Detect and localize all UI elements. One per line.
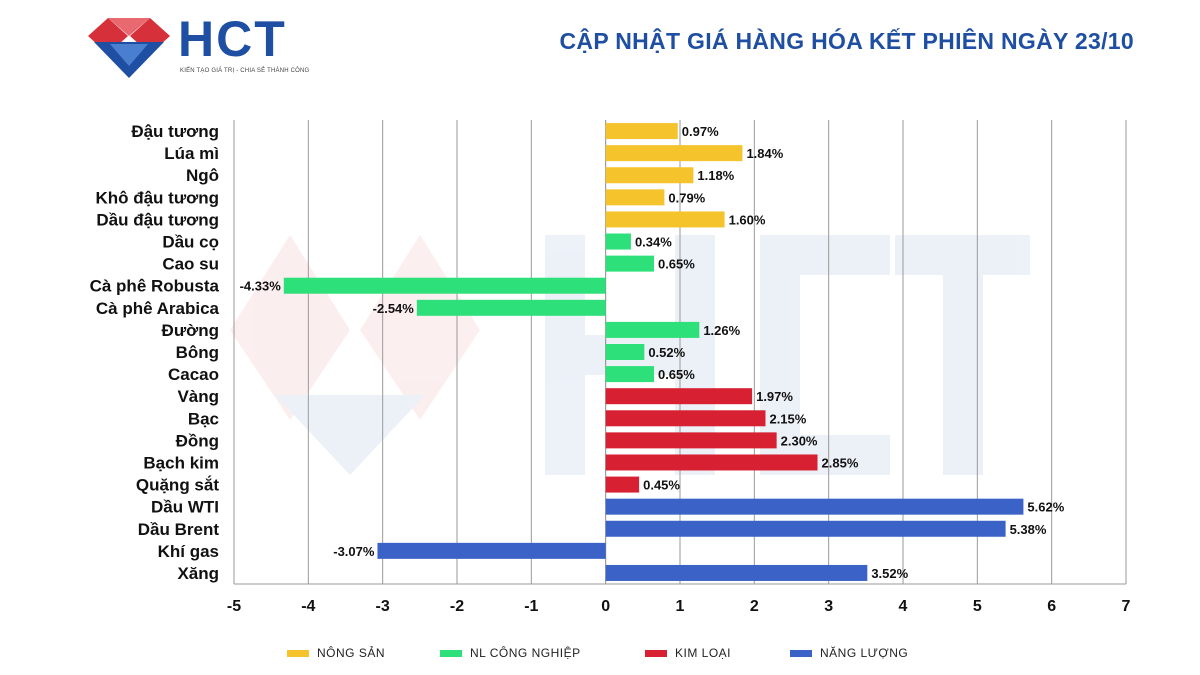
x-tick-label: 0	[601, 598, 610, 615]
bar	[605, 432, 777, 449]
category-label: Quặng sắt	[136, 476, 219, 495]
category-label: Bạc	[188, 409, 219, 428]
category-labels: Đậu tương Lúa mì Ngô Khô đậu tương Dầu đậu t…	[90, 122, 220, 583]
category-label: Xăng	[177, 564, 219, 583]
bar	[605, 255, 654, 272]
category-label: Dầu Brent	[138, 520, 220, 539]
value-label: 5.38%	[1010, 522, 1047, 537]
logo-diamond-icon	[88, 18, 170, 78]
x-tick-label: 3	[824, 598, 833, 615]
bar	[605, 189, 665, 206]
category-label: Dầu đậu tương	[96, 210, 219, 229]
bars	[283, 123, 1024, 581]
value-label: 1.60%	[729, 212, 766, 227]
legend-swatch	[645, 649, 667, 657]
category-label: Bạch kim	[143, 453, 219, 472]
category-label: Lúa mì	[164, 144, 219, 163]
bar	[605, 344, 645, 360]
bar	[377, 542, 606, 559]
x-tick-label: -1	[524, 598, 538, 615]
value-label: 1.97%	[756, 389, 793, 404]
bar	[605, 145, 743, 162]
value-label: 0.65%	[658, 257, 695, 272]
bar	[605, 520, 1006, 537]
x-tick-label: -5	[227, 598, 241, 615]
category-label: Cà phê Arabica	[96, 299, 220, 318]
x-tick-label: 6	[1047, 598, 1056, 615]
legend-item: NÔNG SẢN	[287, 646, 385, 660]
category-label: Cà phê Robusta	[90, 277, 220, 296]
x-axis-ticks: -5 -4 -3 -2 -1 0 1 2 3 4 5 6 7	[227, 598, 1131, 615]
x-tick-label: 7	[1122, 598, 1131, 615]
category-label: Ngô	[186, 166, 219, 185]
category-label: Cacao	[168, 365, 219, 384]
commodity-bar-chart: Đậu tương Lúa mì Ngô Khô đậu tương Dầu đậu t…	[90, 120, 1131, 615]
value-label: 1.84%	[746, 146, 783, 161]
legend-swatch	[440, 649, 462, 657]
category-label: Dầu cọ	[162, 233, 219, 252]
bar	[605, 498, 1024, 515]
bar	[605, 321, 700, 338]
value-label: -3.07%	[333, 544, 375, 559]
category-label: Đường	[162, 321, 219, 340]
value-label: 0.52%	[648, 345, 685, 360]
legend-item: KIM LOẠI	[645, 646, 731, 660]
value-label: 0.97%	[682, 124, 719, 139]
x-tick-label: -4	[301, 598, 315, 615]
legend-label: KIM LOẠI	[675, 646, 732, 660]
value-label: 0.79%	[668, 190, 705, 205]
legend-swatch	[790, 649, 812, 657]
legend-item: NĂNG LƯỢNG	[790, 646, 908, 660]
bar	[416, 299, 606, 316]
value-label: 3.52%	[871, 566, 908, 581]
x-tick-label: -3	[376, 598, 390, 615]
logo-tagline: KIẾN TẠO GIÁ TRỊ - CHIA SẺ THÀNH CÔNG	[180, 68, 310, 74]
category-label: Bông	[176, 343, 219, 362]
bar	[605, 211, 725, 228]
brand-logo: HCT KIẾN TẠO GIÁ TRỊ - CHIA SẺ THÀNH CÔN…	[88, 11, 318, 80]
value-labels: 0.97% 1.84% 1.18% 0.79% 1.60% 0.34% 0.65% -4.33…	[240, 124, 1065, 581]
category-label: Cao su	[162, 255, 219, 274]
value-label: 1.18%	[697, 168, 734, 183]
bar	[605, 167, 694, 184]
x-tick-label: 1	[676, 598, 685, 615]
value-label: 1.26%	[703, 323, 740, 338]
category-label: Đậu tương	[131, 122, 219, 141]
x-tick-label: 5	[973, 598, 982, 615]
bar	[605, 233, 631, 250]
bar	[605, 123, 678, 140]
bar	[605, 454, 818, 471]
bar	[605, 476, 640, 493]
category-label: Khí gas	[158, 542, 219, 561]
value-label: -2.54%	[373, 301, 415, 316]
bar	[605, 564, 868, 581]
legend-label: NÔNG SẢN	[317, 646, 386, 660]
legend-swatch	[287, 649, 309, 657]
value-label: 0.45%	[643, 478, 680, 493]
legend-label: NL CÔNG NGHIỆP	[470, 646, 581, 660]
legend-item: NL CÔNG NGHIỆP	[440, 646, 581, 660]
value-label: 0.65%	[658, 367, 695, 382]
x-tick-label: -2	[450, 598, 464, 615]
category-label: Dầu WTI	[151, 498, 219, 517]
legend: NÔNG SẢN NL CÔNG NGHIỆP KIM LOẠI NĂNG LƯỢNG	[0, 646, 1200, 666]
bar	[605, 410, 766, 427]
value-label: 2.15%	[769, 411, 806, 426]
page-title: CẬP NHẬT GIÁ HÀNG HÓA KẾT PHIÊN NGÀY 23/…	[559, 28, 1134, 54]
legend-label: NĂNG LƯỢNG	[820, 646, 909, 660]
value-label: -4.33%	[240, 279, 282, 294]
bar	[283, 277, 606, 294]
bar	[605, 388, 753, 405]
value-label: 2.85%	[822, 455, 859, 470]
bar	[605, 366, 654, 383]
value-label: 2.30%	[781, 433, 818, 448]
x-tick-label: 4	[899, 598, 908, 615]
category-label: Đồng	[176, 431, 219, 450]
value-label: 0.34%	[635, 235, 672, 250]
logo-text: HCT	[178, 11, 287, 67]
x-tick-label: 2	[750, 598, 759, 615]
category-label: Vàng	[177, 387, 219, 406]
category-label: Khô đậu tương	[95, 188, 219, 207]
value-label: 5.62%	[1027, 500, 1064, 515]
